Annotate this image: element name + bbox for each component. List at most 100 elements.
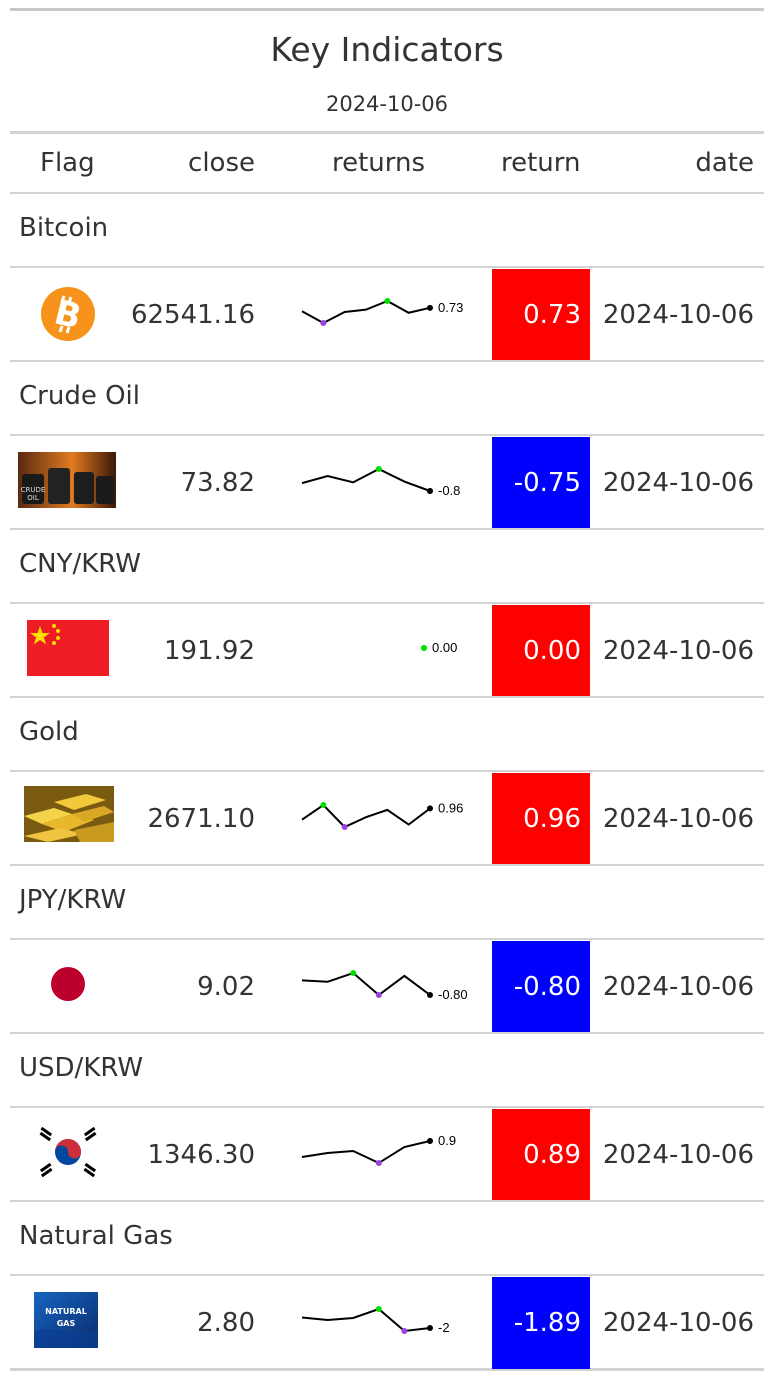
sparkline-label: 0.9 — [438, 1133, 456, 1148]
sparkline-label: 0.00 — [432, 640, 457, 655]
sparkline-line — [301, 299, 431, 325]
svg-text:NATURAL: NATURAL — [45, 1307, 87, 1316]
sparkline-label: 0.73 — [438, 300, 463, 315]
indicator-table: Key Indicators 2024-10-06 Flag close ret… — [10, 8, 764, 1371]
date-value: 2024-10-06 — [602, 1140, 754, 1170]
svg-text:OIL: OIL — [27, 494, 39, 502]
group-header: USD/KRW — [10, 1032, 764, 1106]
sparkline-label: -0.8 — [438, 483, 460, 498]
group-label: Bitcoin — [19, 213, 109, 243]
close-value: 2671.10 — [147, 804, 255, 834]
oil-barrels-photo-icon: CRUDE OIL — [18, 452, 116, 508]
return-value: 0.96 — [492, 773, 590, 865]
sparkline-low-point — [320, 320, 327, 326]
sparkline-last-point — [427, 1138, 433, 1144]
column-header-flag: Flag — [40, 148, 95, 178]
table-row: 2671.10 0.96 0.96 2024-10-06 — [10, 770, 764, 865]
sparkline-high-point — [320, 802, 327, 808]
table-body: Bitcoin B 62541.16 0.73 0.73 2024-10-06 Crude … — [10, 192, 764, 1371]
sparkline-low-point — [375, 1160, 382, 1166]
table-row: NATURAL GAS 2.80 -2 -1.89 2024-10-06 — [10, 1274, 764, 1371]
return-value: -1.89 — [492, 1277, 590, 1369]
column-header-close: close — [188, 148, 255, 178]
sparkline-last-point — [427, 992, 433, 998]
group-label: USD/KRW — [19, 1053, 144, 1083]
date-value: 2024-10-06 — [602, 636, 754, 666]
table-row: B 62541.16 0.73 0.73 2024-10-06 — [10, 266, 764, 361]
return-value: 0.73 — [492, 269, 590, 361]
date-value: 2024-10-06 — [602, 300, 754, 330]
sparkline-low-point — [401, 1328, 408, 1334]
sparkline-last-point — [421, 645, 427, 651]
table-row: 191.92 0.00 0.00 2024-10-06 — [10, 602, 764, 697]
header-rule — [10, 131, 764, 134]
return-value: -0.75 — [492, 437, 590, 529]
group-header: Bitcoin — [10, 192, 764, 266]
returns-sparkline: 0.96 — [298, 772, 498, 864]
sparkline-line — [301, 1140, 431, 1165]
svg-text:GAS: GAS — [57, 1319, 76, 1328]
sparkline-label: -2 — [438, 1320, 450, 1335]
table-title: Key Indicators — [270, 30, 504, 69]
return-value: 0.00 — [492, 605, 590, 697]
sparkline-last-point — [427, 304, 433, 311]
date-value: 2024-10-06 — [602, 804, 754, 834]
return-value: -0.80 — [492, 941, 590, 1033]
japan-flag-icon — [48, 964, 88, 1004]
sparkline-high-point — [384, 298, 391, 304]
group-header: Crude Oil — [10, 360, 764, 434]
table-row: 1346.30 0.9 0.89 2024-10-06 — [10, 1106, 764, 1201]
top-rule — [10, 8, 764, 11]
group-header: CNY/KRW — [10, 528, 764, 602]
sparkline-last-point — [427, 488, 433, 494]
group-header: Gold — [10, 696, 764, 770]
bitcoin-logo-icon: B — [40, 286, 96, 342]
return-value: 0.89 — [492, 1109, 590, 1201]
table-subtitle: 2024-10-06 — [325, 92, 449, 116]
sparkline-high-point — [350, 970, 357, 976]
table-row: 9.02 -0.80 -0.80 2024-10-06 — [10, 938, 764, 1033]
close-value: 62541.16 — [130, 300, 255, 330]
date-value: 2024-10-06 — [602, 468, 754, 498]
date-value: 2024-10-06 — [602, 1308, 754, 1338]
column-header-return: return — [501, 148, 581, 178]
sparkline-low-point — [341, 824, 348, 830]
sparkline-last-point — [427, 1325, 433, 1331]
column-header-date: date — [695, 148, 754, 178]
column-headers: Flag close returns return date — [10, 134, 764, 192]
returns-sparkline: 0.73 — [298, 268, 498, 360]
returns-sparkline: -2 — [298, 1276, 498, 1368]
table-row: CRUDE OIL 73.82 -0.8 -0.75 2024-10-06 — [10, 434, 764, 529]
sparkline-line — [301, 803, 431, 829]
gold-bars-photo-icon — [24, 786, 114, 842]
group-header: Natural Gas — [10, 1200, 764, 1274]
close-value: 9.02 — [197, 972, 255, 1002]
returns-sparkline: 0.9 — [298, 1108, 498, 1200]
group-label: Gold — [19, 717, 79, 747]
close-value: 1346.30 — [147, 1140, 255, 1170]
close-value: 191.92 — [164, 636, 255, 666]
sparkline-low-point — [375, 992, 382, 998]
sparkline-high-point — [375, 1306, 382, 1312]
group-label: CNY/KRW — [19, 549, 142, 579]
natural-gas-photo-icon: NATURAL GAS — [34, 1292, 98, 1348]
south-korea-flag-icon — [36, 1124, 100, 1180]
sparkline-line — [301, 1307, 431, 1333]
sparkline-line — [301, 467, 431, 492]
china-flag-icon — [27, 620, 109, 676]
sparkline-label: 0.96 — [438, 800, 463, 815]
group-header: JPY/KRW — [10, 864, 764, 938]
date-value: 2024-10-06 — [602, 972, 754, 1002]
column-header-returns: returns — [332, 148, 426, 178]
sparkline-line — [301, 971, 431, 997]
returns-sparkline: 0.00 — [298, 604, 498, 696]
close-value: 73.82 — [180, 468, 255, 498]
sparkline-last-point — [427, 805, 433, 812]
sparkline-label: -0.80 — [438, 987, 468, 1002]
sparkline-high-point — [375, 466, 382, 472]
group-label: Natural Gas — [19, 1221, 173, 1251]
close-value: 2.80 — [197, 1308, 255, 1338]
returns-sparkline: -0.8 — [298, 436, 498, 528]
svg-text:CRUDE: CRUDE — [21, 486, 46, 494]
group-label: Crude Oil — [19, 381, 140, 411]
